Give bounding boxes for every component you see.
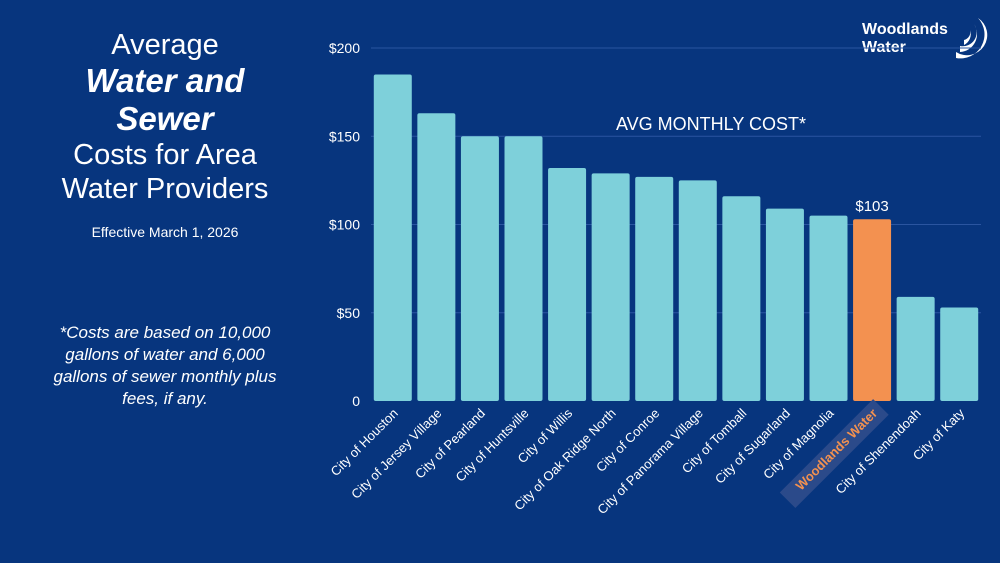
bar <box>809 215 848 401</box>
y-tick-label: $200 <box>329 40 360 56</box>
bar <box>940 307 979 401</box>
x-tick-label: City of Sugarland <box>712 406 793 487</box>
x-tick-label: Woodlands Water <box>792 406 880 494</box>
bar <box>373 74 412 401</box>
bar <box>591 173 630 401</box>
bar <box>765 208 804 401</box>
effective-date: Effective March 1, 2026 <box>91 224 239 240</box>
title-line: Costs for Area <box>73 139 257 171</box>
title-line: Average <box>111 29 219 61</box>
bar <box>548 168 587 401</box>
title-block: Average Water and Sewer Costs for Area W… <box>40 28 290 240</box>
data-label: $103 <box>855 198 888 215</box>
bar <box>635 176 674 401</box>
bar <box>853 219 892 401</box>
footnote: *Costs are based on 10,000 gallons of wa… <box>53 323 277 408</box>
bar <box>722 196 761 401</box>
y-tick-label: $150 <box>329 128 360 144</box>
bar <box>460 136 499 401</box>
y-tick-label: $50 <box>337 305 361 321</box>
title-line: Water and <box>85 62 245 99</box>
chart-title: AVG MONTHLY COST* <box>616 114 806 134</box>
y-tick-label: 0 <box>352 393 360 409</box>
bar <box>417 113 456 402</box>
y-tick-label: $100 <box>329 217 360 233</box>
bar <box>896 296 935 401</box>
title-line: Sewer <box>116 100 214 137</box>
highlight-band <box>779 399 889 509</box>
bar <box>678 180 717 401</box>
logo-text: Woodlands <box>862 21 948 38</box>
wave-icon <box>955 18 988 59</box>
bar <box>504 136 543 401</box>
title-line: Water Providers <box>61 173 269 205</box>
